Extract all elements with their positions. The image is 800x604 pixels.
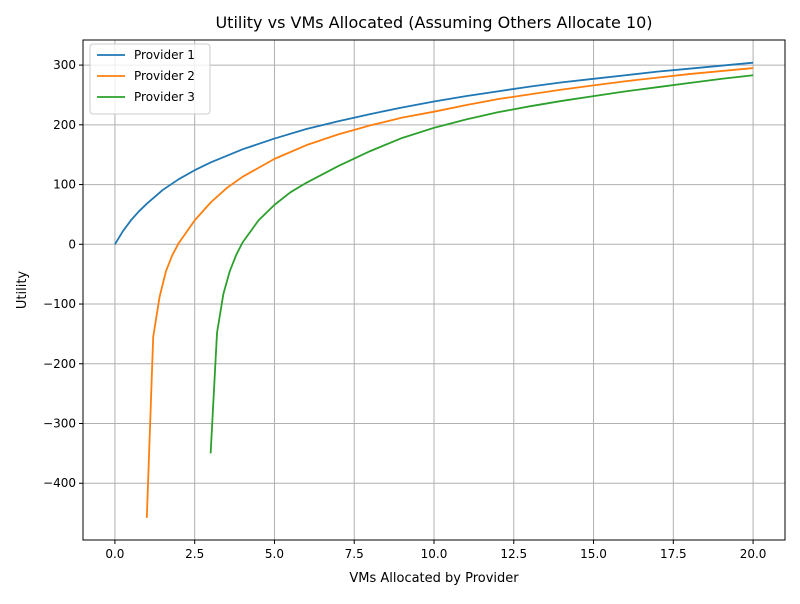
x-tick-label: 7.5: [345, 547, 364, 561]
series-line-provider-3: [209, 74, 754, 454]
x-tick-label: 0.0: [105, 547, 124, 561]
y-tick-label: −100: [43, 297, 76, 311]
chart-title: Utility vs VMs Allocated (Assuming Other…: [215, 13, 652, 32]
legend-items: Provider 1 Provider 2 Provider 3: [97, 48, 195, 104]
series-line-provider-2: [145, 67, 754, 518]
y-axis-label: Utility: [15, 271, 30, 310]
series-lines: [114, 61, 754, 518]
x-axis-label: VMs Allocated by Provider: [349, 571, 519, 586]
y-tick-label: −300: [43, 417, 76, 431]
axis-ticks: 0.0 2.5 5.0 7.5 10.0 12.5 15.0 17.5 20.0 −400 −300…: [43, 58, 766, 561]
x-tick-label: 20.0: [740, 547, 767, 561]
legend-label-provider-2: Provider 2: [134, 69, 195, 83]
y-tick-label: 200: [53, 118, 76, 132]
y-tick-label: −200: [43, 357, 76, 371]
y-tick-label: 0: [68, 237, 76, 251]
x-tick-label: 5.0: [265, 547, 284, 561]
x-tick-label: 10.0: [421, 547, 448, 561]
x-tick-label: 2.5: [185, 547, 204, 561]
series-line-provider-1: [114, 61, 754, 245]
x-tick-label: 12.5: [500, 547, 527, 561]
legend-label-provider-3: Provider 3: [134, 90, 195, 104]
x-tick-label: 17.5: [660, 547, 687, 561]
grid-lines: [83, 40, 785, 540]
y-tick-label: 300: [53, 58, 76, 72]
y-tick-label: −400: [43, 476, 76, 490]
legend: Provider 1 Provider 2 Provider 3: [89, 43, 211, 115]
legend-label-provider-1: Provider 1: [134, 48, 195, 62]
y-tick-label: 100: [53, 178, 76, 192]
x-tick-label: 15.0: [580, 547, 607, 561]
